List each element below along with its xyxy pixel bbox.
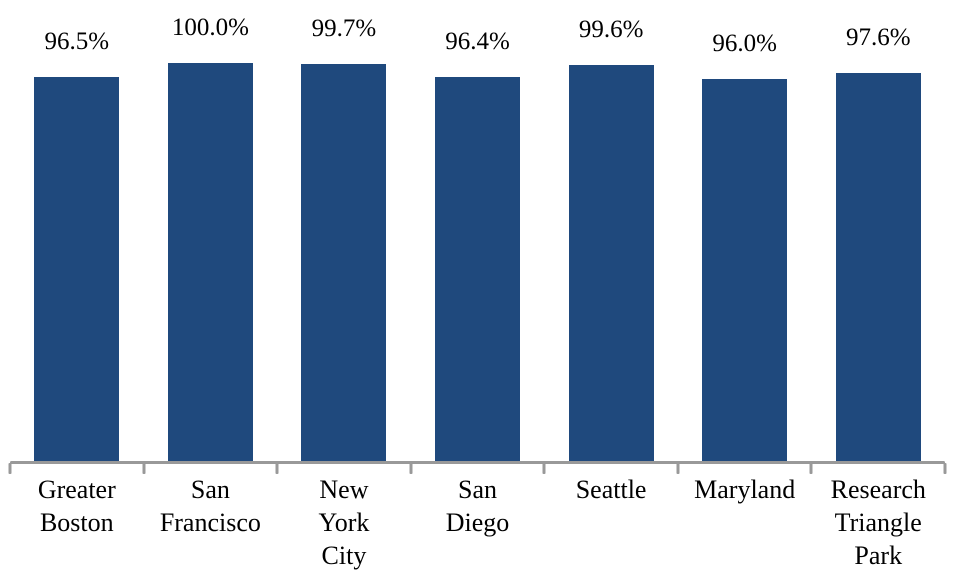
category-label-line: City [321,541,367,570]
axis-tick [809,463,813,474]
bar-column: 96.0% [678,29,812,461]
axis-tick [676,463,680,474]
category-label: Research Triangle Park [811,473,945,572]
bar [568,64,654,461]
category-label: Maryland [678,473,812,572]
bar [301,64,387,461]
category-label: Seattle [544,473,678,572]
value-label: 100.0% [171,14,249,41]
bar [835,72,921,461]
bar-column: 100.0% [144,13,278,461]
category-label: Greater Boston [10,473,144,572]
x-axis-line [8,461,947,474]
category-label-line: York [318,508,370,537]
value-label: 97.6% [845,23,911,51]
category-label: San Francisco [144,473,278,572]
bar-column: 96.4% [411,27,545,461]
category-label: San Diego [411,473,545,572]
category-label-line: San [458,475,498,504]
axis-tick [142,463,146,474]
value-label: 99.6% [578,15,644,43]
bar-column: 96.5% [10,27,144,461]
category-label-line: Maryland [694,475,796,504]
bar-column: 99.6% [544,15,678,461]
axis-tick [275,463,279,474]
category-label: New York City [277,473,411,572]
category-label-line: San [190,475,230,504]
bar [702,78,788,461]
value-label: 99.7% [311,15,377,43]
category-label-line: Diego [445,508,510,537]
category-label-line: Francisco [159,508,261,537]
bar [435,77,521,461]
value-label: 96.4% [445,28,510,56]
category-label-line: Research [830,475,926,504]
axis-tick [542,463,546,474]
bar-column: 97.6% [811,23,945,461]
bar [34,76,120,461]
bar-column: 99.7% [277,14,411,461]
category-label-line: Park [854,541,903,570]
category-label-line: Triangle [834,508,922,537]
value-label: 96.5% [44,27,110,55]
axis-tick [943,463,947,474]
category-axis: Greater Boston San Francisco New York City San D… [10,473,945,572]
axis-tick [8,463,12,474]
category-label-line: New [319,475,369,504]
axis-tick [409,463,413,474]
plot-area: 96.5% 100.0% 99.7% 96.4% 99.6% 96.0% 97.6% [10,0,945,461]
category-label-line: Boston [39,508,114,537]
value-label: 96.0% [712,29,777,57]
category-label-line: Greater [37,475,116,504]
bar [167,63,253,461]
category-label-line: Seattle [575,475,647,504]
